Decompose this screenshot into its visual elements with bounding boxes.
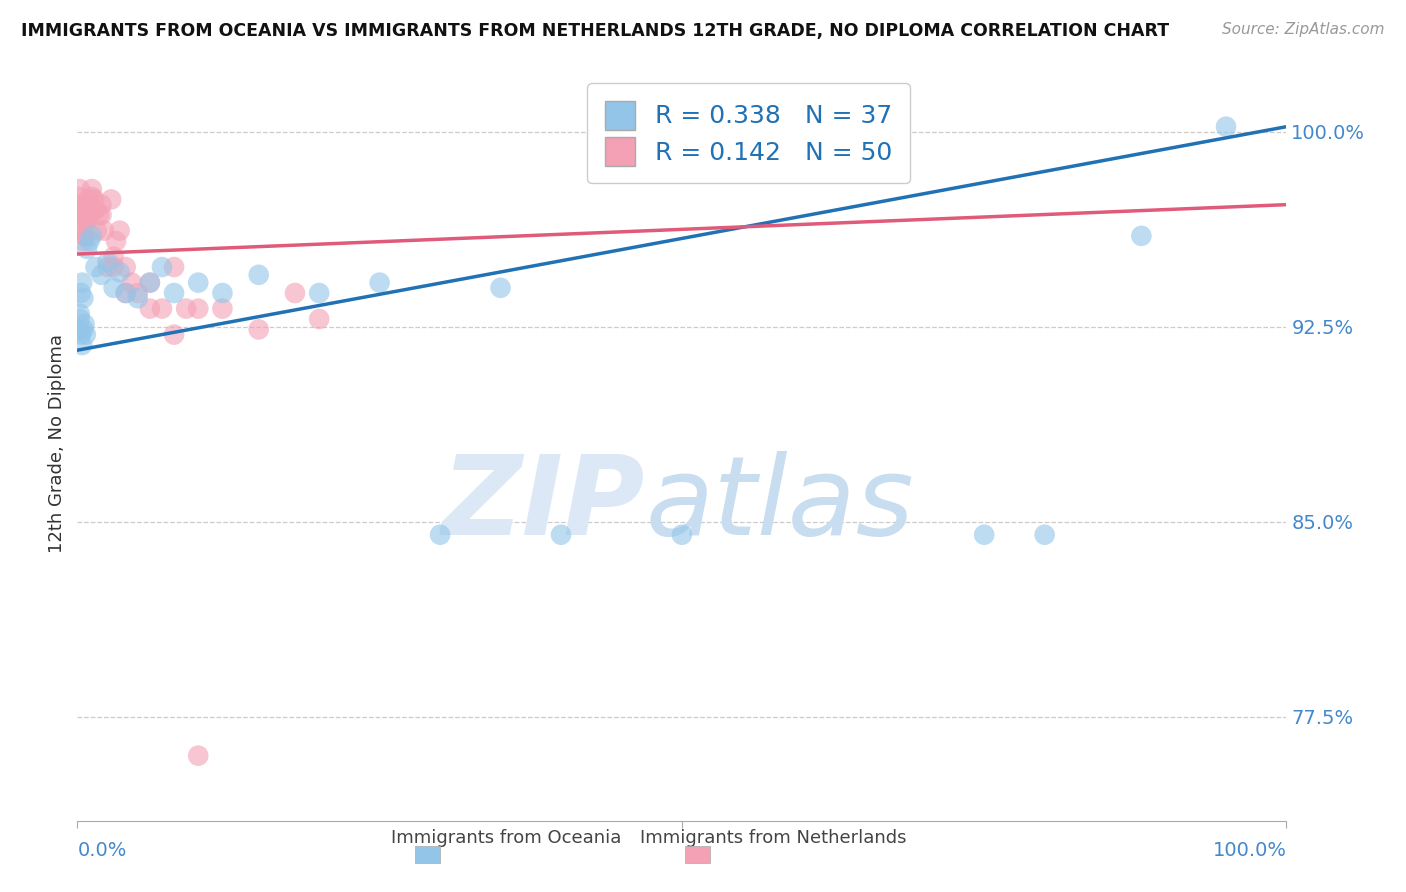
Point bbox=[114, 285, 136, 300]
Point bbox=[84, 202, 107, 217]
Point bbox=[69, 182, 91, 196]
Point bbox=[76, 242, 98, 256]
Point bbox=[84, 260, 107, 274]
Point bbox=[80, 228, 103, 243]
Point bbox=[70, 224, 93, 238]
Point bbox=[69, 312, 91, 326]
Point bbox=[174, 301, 197, 316]
Point bbox=[108, 265, 131, 279]
Point bbox=[83, 193, 105, 207]
Text: 0.0%: 0.0% bbox=[77, 841, 127, 861]
Point bbox=[69, 202, 91, 217]
Point bbox=[73, 228, 96, 243]
Point bbox=[105, 234, 128, 248]
Point bbox=[70, 208, 93, 222]
Point bbox=[211, 301, 233, 316]
Point bbox=[90, 197, 112, 211]
Point bbox=[70, 285, 93, 300]
Text: atlas: atlas bbox=[645, 450, 914, 558]
Text: Immigrants from Netherlands: Immigrants from Netherlands bbox=[640, 830, 907, 847]
Text: ZIP: ZIP bbox=[441, 450, 645, 558]
Text: 100.0%: 100.0% bbox=[1212, 841, 1286, 861]
Point bbox=[163, 285, 186, 300]
Point bbox=[76, 213, 98, 227]
Point bbox=[77, 193, 100, 207]
Point bbox=[73, 317, 96, 331]
Point bbox=[70, 327, 93, 342]
Point bbox=[96, 255, 118, 269]
Point bbox=[1130, 228, 1153, 243]
Point bbox=[76, 202, 98, 217]
Point bbox=[90, 208, 112, 222]
Y-axis label: 12th Grade, No Diploma: 12th Grade, No Diploma bbox=[48, 334, 66, 553]
Point bbox=[211, 285, 233, 300]
Point bbox=[103, 281, 125, 295]
Point bbox=[79, 234, 101, 248]
Point bbox=[429, 527, 451, 541]
Point bbox=[108, 224, 131, 238]
Legend: R = 0.338   N = 37, R = 0.142   N = 50: R = 0.338 N = 37, R = 0.142 N = 50 bbox=[588, 83, 910, 184]
Point bbox=[70, 338, 93, 352]
Point bbox=[86, 224, 108, 238]
Text: IMMIGRANTS FROM OCEANIA VS IMMIGRANTS FROM NETHERLANDS 12TH GRADE, NO DIPLOMA CO: IMMIGRANTS FROM OCEANIA VS IMMIGRANTS FR… bbox=[21, 22, 1170, 40]
Point bbox=[72, 322, 94, 336]
Point bbox=[90, 268, 112, 282]
Point bbox=[75, 216, 97, 230]
Point bbox=[70, 197, 93, 211]
Point bbox=[187, 748, 209, 763]
Point bbox=[284, 285, 307, 300]
Point bbox=[368, 276, 391, 290]
Point bbox=[67, 322, 90, 336]
Point bbox=[1215, 120, 1237, 134]
Text: Immigrants from Oceania: Immigrants from Oceania bbox=[391, 830, 621, 847]
Point bbox=[72, 234, 94, 248]
Point bbox=[114, 260, 136, 274]
Point bbox=[69, 307, 91, 321]
Point bbox=[671, 527, 693, 541]
Point bbox=[100, 193, 122, 207]
Point bbox=[96, 260, 118, 274]
Point bbox=[114, 285, 136, 300]
Point bbox=[70, 276, 93, 290]
Point bbox=[121, 276, 143, 290]
Point bbox=[150, 301, 173, 316]
Point bbox=[308, 285, 330, 300]
Point bbox=[163, 327, 186, 342]
Point bbox=[70, 208, 93, 222]
Point bbox=[79, 208, 101, 222]
Point bbox=[489, 281, 512, 295]
Point bbox=[127, 291, 149, 305]
Point bbox=[163, 260, 186, 274]
Point bbox=[93, 224, 115, 238]
Point bbox=[80, 190, 103, 204]
Point bbox=[550, 527, 572, 541]
Point bbox=[73, 228, 96, 243]
Point bbox=[77, 197, 100, 211]
Point bbox=[1033, 527, 1056, 541]
Point bbox=[75, 327, 97, 342]
Point bbox=[139, 301, 162, 316]
Point bbox=[87, 208, 110, 222]
Point bbox=[103, 250, 125, 264]
Text: Source: ZipAtlas.com: Source: ZipAtlas.com bbox=[1222, 22, 1385, 37]
Point bbox=[72, 219, 94, 233]
Point bbox=[127, 285, 149, 300]
Point bbox=[150, 260, 173, 274]
Point bbox=[72, 291, 94, 305]
Point bbox=[67, 190, 90, 204]
Point bbox=[139, 276, 162, 290]
Point bbox=[139, 276, 162, 290]
Point bbox=[103, 260, 125, 274]
Point bbox=[247, 322, 270, 336]
Point bbox=[308, 312, 330, 326]
Point bbox=[79, 208, 101, 222]
Point bbox=[187, 276, 209, 290]
Point bbox=[187, 301, 209, 316]
Point bbox=[247, 268, 270, 282]
Point bbox=[75, 197, 97, 211]
Point bbox=[973, 527, 995, 541]
Point bbox=[80, 182, 103, 196]
